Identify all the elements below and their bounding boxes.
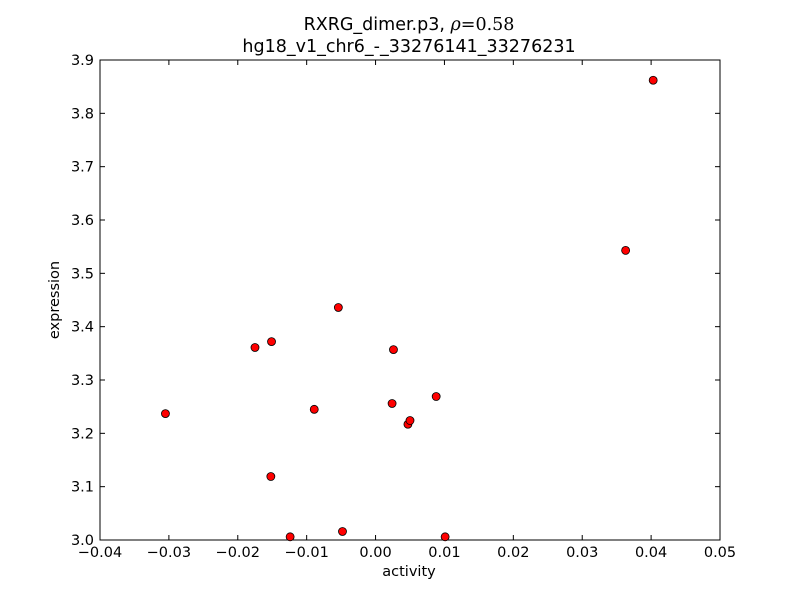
y-axis-label: expression — [47, 261, 63, 339]
title-line-2: hg18_v1_chr6_-_33276141_33276231 — [242, 37, 575, 57]
x-tick-label: 0.02 — [497, 545, 529, 561]
y-axis: 3.0 3.1 3.2 3.3 3.4 3.5 3.6 3.7 3.8 3.9 — [71, 53, 720, 549]
y-tick-label: 3.7 — [71, 160, 94, 176]
y-tick-label: 3.8 — [71, 106, 94, 122]
x-axis-label: activity — [382, 564, 436, 580]
y-tick-label: 3.0 — [71, 533, 94, 549]
data-point — [431, 392, 441, 401]
data-point — [621, 245, 631, 255]
y-tick-label: 3.9 — [71, 53, 94, 69]
data-point — [250, 343, 260, 352]
x-tick-label: 0.03 — [566, 545, 598, 561]
x-tick-label: −0.04 — [78, 545, 122, 561]
data-point — [440, 532, 450, 542]
y-tick-label: 3.6 — [71, 213, 94, 229]
data-point — [648, 75, 658, 85]
x-tick-label: 0.05 — [704, 545, 736, 561]
data-point — [389, 345, 398, 355]
x-tick-label: −0.03 — [147, 545, 191, 561]
data-points — [161, 75, 658, 542]
plot-area — [99, 59, 721, 541]
data-point — [266, 472, 276, 481]
title-prefix: RXRG_dimer.p3, — [304, 15, 451, 35]
x-tick-label: −0.01 — [284, 545, 328, 561]
x-tick-label: 0.00 — [359, 545, 391, 561]
data-point — [338, 527, 347, 536]
data-point — [267, 337, 276, 347]
title-rho-symbol: ρ — [449, 15, 461, 35]
data-point — [333, 303, 343, 312]
data-point — [387, 399, 397, 408]
y-tick-label: 3.1 — [71, 480, 94, 496]
chart-title: RXRG_dimer.p3, ρ=0.58 hg18_v1_chr6_-_332… — [242, 15, 575, 57]
y-tick-label: 3.2 — [71, 426, 94, 442]
x-axis: −0.04 −0.03 −0.02 −0.01 0.00 0.01 0.02 0.03 0.04… — [78, 60, 736, 561]
y-tick-label: 3.5 — [71, 266, 94, 282]
data-point — [309, 404, 319, 414]
data-point — [161, 409, 170, 419]
title-line-1: RXRG_dimer.p3, ρ=0.58 — [304, 15, 515, 35]
x-tick-label: 0.04 — [635, 545, 667, 561]
data-point — [285, 532, 295, 542]
y-tick-label: 3.4 — [71, 320, 94, 336]
title-rho-equals: = — [461, 15, 476, 35]
y-tick-label: 3.3 — [71, 373, 94, 389]
title-rho-value: 0.58 — [475, 15, 514, 35]
data-point — [405, 416, 415, 425]
x-tick-label: 0.01 — [428, 545, 460, 561]
x-tick-label: −0.02 — [216, 545, 260, 561]
